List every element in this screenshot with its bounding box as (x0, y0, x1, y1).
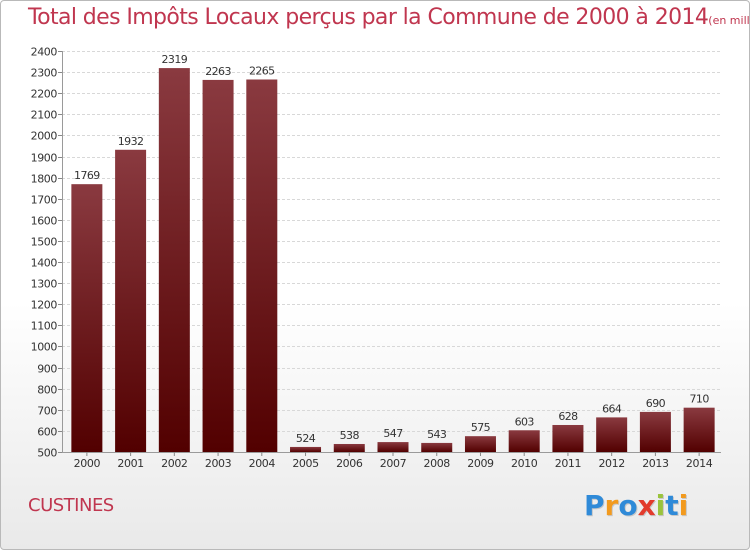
data-label: 2263 (205, 65, 231, 78)
y-tick-label: 1400 (31, 257, 58, 270)
logo-letter: i (678, 489, 689, 522)
y-tick-label: 2000 (31, 130, 58, 143)
x-tick-label: 2009 (467, 457, 494, 470)
bar (158, 68, 190, 452)
chart-title-unit: (en milliers d'€) (708, 14, 750, 27)
y-tick-label: 1100 (31, 320, 58, 333)
data-label: 543 (427, 428, 447, 441)
x-tick-label: 2006 (336, 457, 363, 470)
commune-name: CUSTINES (28, 495, 114, 516)
data-label: 2265 (249, 64, 275, 77)
y-tick-label: 1500 (31, 236, 58, 249)
data-label: 1932 (118, 135, 144, 148)
y-tick-label: 1900 (31, 152, 58, 165)
bar (464, 436, 496, 452)
y-tick-label: 800 (37, 384, 57, 397)
x-tick-label: 2007 (380, 457, 407, 470)
y-axis-labels: 500 600 700 800 900 1000 1100 1200 1300 1400 1500 1… (31, 46, 58, 460)
bar (333, 443, 365, 452)
bar (552, 424, 584, 452)
y-tick-label: 600 (37, 426, 57, 439)
x-tick-label: 2002 (161, 457, 187, 470)
data-label: 538 (340, 429, 360, 442)
data-label: 575 (471, 421, 491, 434)
bar (246, 79, 278, 453)
y-tick-label: 2200 (31, 88, 58, 101)
logo-letter: P (584, 489, 605, 522)
data-label: 664 (602, 402, 622, 415)
data-label: 547 (383, 427, 403, 440)
proxiti-logo: Proxiti (584, 489, 688, 522)
bar (639, 411, 671, 452)
y-tick-label: 700 (37, 405, 57, 418)
y-tick-label: 1000 (31, 341, 58, 354)
x-tick-label: 2008 (424, 457, 451, 470)
logo-letter: t (665, 489, 679, 522)
logo-letter: o (618, 489, 638, 522)
x-tick-label: 2001 (117, 457, 143, 470)
data-label: 603 (515, 415, 535, 428)
y-tick-label: 1200 (31, 299, 58, 312)
grid (58, 51, 721, 453)
data-label: 1769 (74, 169, 100, 182)
data-label: 2319 (162, 53, 188, 66)
data-label: 710 (690, 393, 710, 406)
y-tick-label: 1700 (31, 194, 58, 207)
bar (115, 149, 147, 452)
x-tick-label: 2000 (74, 457, 101, 470)
bar (377, 442, 409, 452)
y-tick-label: 1300 (31, 278, 58, 291)
data-label: 524 (296, 432, 316, 445)
bar (596, 417, 628, 452)
bar (683, 407, 715, 452)
y-tick-label: 2300 (31, 67, 58, 80)
axes (62, 51, 721, 456)
y-tick-label: 2100 (31, 109, 58, 122)
data-label: 690 (646, 397, 666, 410)
x-tick-label: 2012 (598, 457, 624, 470)
chart-title-text: Total des Impôts Locaux perçus par la Co… (28, 5, 709, 30)
y-tick-label: 2400 (31, 46, 58, 59)
y-tick-label: 1600 (31, 215, 58, 228)
x-tick-label: 2011 (555, 457, 581, 470)
y-tick-label: 500 (37, 447, 57, 460)
x-tick-label: 2010 (511, 457, 538, 470)
y-tick-label: 900 (37, 363, 57, 376)
data-label: 628 (558, 410, 578, 423)
bars (71, 68, 715, 453)
chart-title: Total des Impôts Locaux perçus par la Co… (28, 5, 750, 30)
x-tick-label: 2005 (292, 457, 319, 470)
bar (508, 430, 540, 452)
bar (421, 442, 453, 452)
logo-letter: r (604, 489, 619, 522)
logo-letter: i (655, 489, 666, 522)
bar (202, 79, 234, 452)
x-tick-label: 2004 (249, 457, 276, 470)
x-tick-label: 2003 (205, 457, 232, 470)
x-axis-labels: 2000 2001 2002 2003 2004 2005 2006 2007 2008 2009… (74, 457, 713, 470)
x-tick-label: 2014 (686, 457, 713, 470)
x-tick-label: 2013 (642, 457, 669, 470)
y-tick-label: 1800 (31, 173, 58, 186)
bar (71, 184, 103, 453)
data-labels: 1769 1932 2319 2263 2265 524 538 547 543 575 603 62… (74, 53, 710, 445)
bar (290, 446, 322, 452)
logo-letter: x (637, 489, 656, 522)
